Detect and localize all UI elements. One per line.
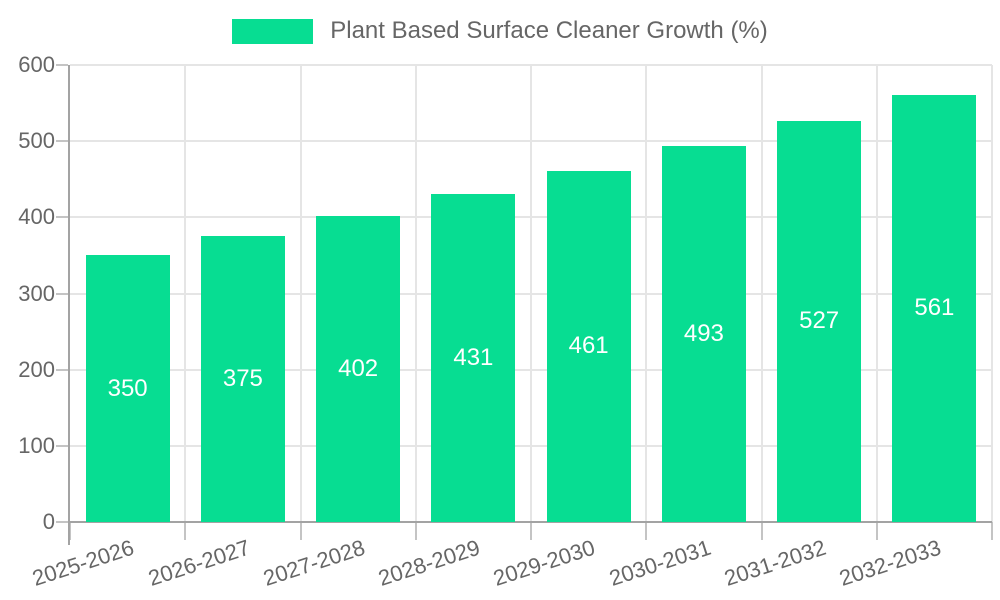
legend-swatch [232, 18, 314, 44]
bar[interactable]: 431 [431, 193, 516, 522]
bar[interactable]: 402 [316, 215, 401, 522]
y-tick-mark [56, 140, 68, 143]
bar-value-label: 402 [338, 354, 379, 382]
bar[interactable]: 461 [546, 170, 631, 522]
y-axis-line [68, 65, 70, 545]
legend[interactable]: Plant Based Surface Cleaner Growth (%) [0, 17, 1000, 45]
x-axis-line [68, 521, 992, 523]
y-tick-label: 600 [18, 52, 55, 77]
gridline-vertical [414, 65, 417, 522]
gridline-vertical [645, 65, 648, 522]
y-tick-label: 0 [42, 509, 55, 534]
bar[interactable]: 493 [661, 146, 746, 522]
y-tick-label: 200 [18, 356, 55, 382]
bar[interactable]: 561 [892, 94, 977, 522]
bar[interactable]: 527 [777, 120, 862, 522]
legend-label: Plant Based Surface Cleaner Growth (%) [330, 17, 768, 44]
x-tick-label: 2027-2028 [260, 534, 368, 591]
x-tick-label: 2032-2033 [836, 534, 945, 591]
x-tick-mark [991, 522, 993, 540]
y-tick-mark [56, 368, 68, 371]
x-tick-label: 2031-2032 [721, 534, 829, 591]
bar-value-label: 461 [568, 332, 609, 360]
x-tick-mark [299, 522, 302, 540]
x-tick-label: 2029-2030 [490, 534, 599, 591]
x-tick-mark [875, 522, 878, 540]
bar-value-label: 375 [222, 365, 263, 393]
y-tick-label: 400 [18, 204, 55, 230]
x-tick-label: 2028-2029 [375, 534, 484, 591]
x-tick-mark [184, 522, 187, 540]
y-tick-label: 100 [18, 432, 55, 458]
y-tick-mark [56, 444, 68, 447]
gridline-vertical [299, 65, 302, 522]
x-tick-label: 2030-2031 [605, 534, 714, 591]
y-tick-label: 500 [18, 128, 55, 154]
y-tick-label: 300 [18, 280, 55, 306]
y-tick-mark [56, 64, 68, 66]
x-tick-label: 2026-2027 [144, 534, 253, 591]
x-tick-mark [530, 522, 532, 540]
gridline-vertical [875, 65, 878, 522]
gridline-vertical [184, 65, 187, 522]
y-tick-mark [56, 292, 68, 295]
bar-value-label: 431 [453, 343, 494, 371]
bar[interactable]: 375 [200, 236, 285, 522]
x-tick-mark [760, 522, 763, 540]
gridline-vertical [760, 65, 763, 522]
x-tick-label: 2025-2026 [29, 534, 138, 591]
y-tick-mark [56, 521, 68, 523]
gridline-vertical [530, 65, 532, 522]
y-tick-mark [56, 216, 68, 219]
bar-value-label: 561 [914, 294, 955, 322]
bar-value-label: 350 [107, 374, 148, 402]
x-tick-mark [414, 522, 417, 540]
bar[interactable]: 350 [85, 255, 170, 522]
x-tick-mark [69, 522, 71, 540]
x-tick-mark [645, 522, 648, 540]
bar-value-label: 493 [683, 320, 724, 348]
gridline-vertical [991, 65, 993, 522]
bar-value-label: 527 [799, 307, 840, 335]
